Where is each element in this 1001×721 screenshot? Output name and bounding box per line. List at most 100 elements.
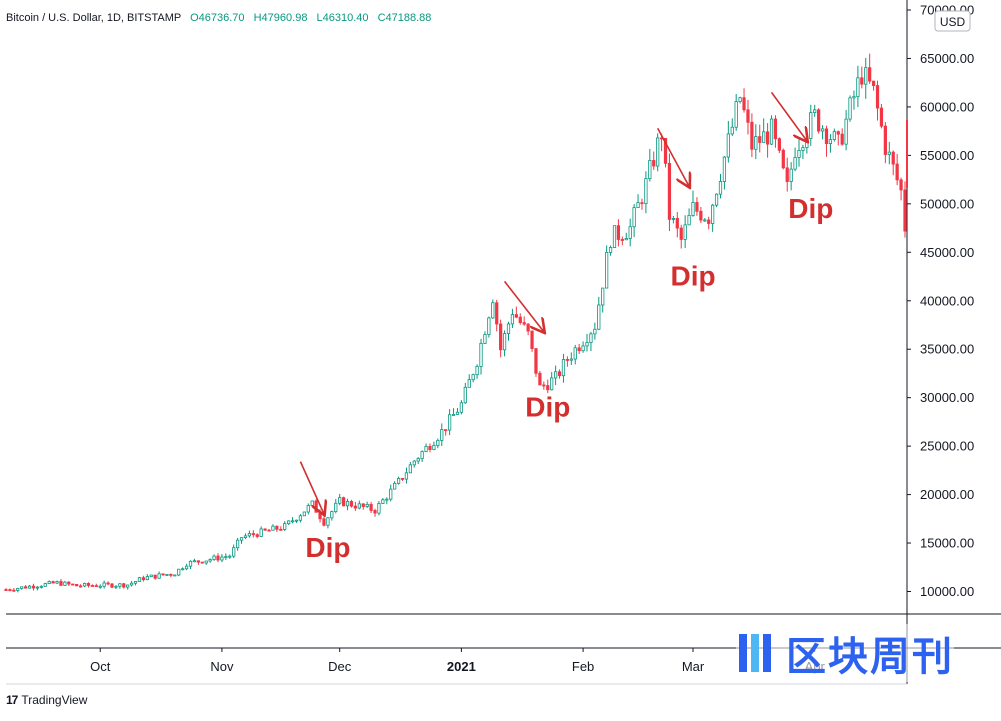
candle-body	[514, 314, 518, 318]
x-tick-label: 2021	[447, 659, 476, 674]
candle-body	[35, 586, 40, 589]
candle-body	[357, 503, 361, 509]
candle-body	[59, 581, 63, 586]
candle-body	[436, 440, 440, 446]
candle-body	[663, 137, 668, 164]
candle-body	[612, 225, 617, 248]
close-value: C47188.88	[377, 12, 432, 24]
high-value: H47960.98	[253, 12, 308, 24]
candle-body	[730, 126, 734, 135]
y-tick-label: 50000.00	[920, 196, 974, 211]
candle-body	[471, 374, 475, 381]
candle-body	[746, 109, 750, 123]
candle-body	[648, 160, 652, 179]
candle-body	[589, 333, 593, 343]
candle-body	[338, 497, 342, 504]
tradingview-logo[interactable]: 17 TradingView	[6, 693, 87, 707]
dip-arrow	[656, 127, 689, 186]
candle-body	[836, 131, 840, 135]
candle-body	[118, 583, 122, 587]
candle-body	[852, 96, 856, 99]
candle-body	[628, 226, 632, 239]
dip-arrow	[503, 280, 544, 331]
open-value: O46736.70	[190, 12, 245, 24]
candle-body	[165, 573, 169, 576]
candle-body	[432, 445, 436, 450]
low-value: L46310.40	[316, 12, 369, 24]
y-tick-label: 30000.00	[920, 390, 974, 405]
candle-body	[451, 414, 456, 416]
candle-body	[463, 386, 467, 404]
candle-body	[373, 510, 377, 514]
candle-body	[302, 511, 306, 517]
x-tick-label: Oct	[90, 659, 111, 674]
candle-body	[742, 97, 746, 111]
candle-body	[860, 77, 864, 85]
candle-body	[467, 379, 471, 388]
candle-body	[106, 582, 110, 585]
candle-body	[75, 583, 79, 587]
candle-body	[817, 109, 821, 132]
candle-body	[416, 458, 420, 462]
watermark: 区块周刊	[736, 624, 954, 682]
candle-body	[396, 477, 401, 484]
candle-body	[899, 179, 903, 191]
candle-body	[797, 150, 801, 158]
candle-body	[581, 345, 585, 352]
currency-badge-label: USD	[940, 15, 966, 29]
candle-body	[534, 348, 538, 374]
candle-body	[420, 451, 424, 459]
candle-body	[393, 482, 397, 490]
candle-body	[891, 151, 895, 165]
candle-body	[51, 581, 55, 584]
candle-body	[652, 160, 656, 167]
candle-body	[868, 67, 872, 82]
candle-body	[412, 460, 416, 466]
candle-body	[671, 218, 675, 220]
candle-body	[318, 511, 322, 520]
candle-body	[608, 247, 613, 253]
candle-body	[848, 97, 852, 120]
candle-body	[781, 149, 785, 169]
candle-body	[714, 193, 719, 206]
candle-body	[212, 555, 216, 560]
candle-body	[440, 429, 444, 441]
candle-body	[813, 109, 817, 113]
candle-body	[236, 539, 240, 549]
candle-body	[314, 500, 318, 513]
candle-body	[169, 573, 173, 576]
symbol-label: Bitcoin / U.S. Dollar, 1D, BITSTAMP	[6, 12, 182, 24]
candle-body	[687, 215, 691, 226]
candle-body	[765, 131, 770, 145]
candle-body	[98, 585, 102, 588]
candle-body	[585, 342, 589, 347]
candle-body	[204, 560, 208, 564]
candle-body	[644, 178, 648, 204]
candle-body	[824, 128, 829, 144]
candle-body	[137, 577, 142, 582]
tradingview-label: TradingView	[21, 693, 88, 707]
candle-body	[738, 97, 742, 103]
y-tick-label: 25000.00	[920, 439, 974, 454]
candle-body	[895, 163, 899, 181]
candle-body	[102, 582, 106, 587]
candle-body	[177, 568, 181, 576]
candle-body	[875, 85, 880, 109]
candle-body	[298, 515, 303, 521]
candle-body	[632, 207, 636, 228]
candle-body	[200, 561, 204, 564]
candle-body	[216, 555, 220, 561]
candle-body	[20, 586, 24, 589]
candle-body	[400, 477, 405, 480]
candle-body	[90, 585, 94, 587]
candle-body	[94, 585, 98, 588]
candle-body	[86, 583, 91, 586]
candle-body	[263, 528, 267, 531]
candle-body	[404, 472, 409, 480]
candle-body	[640, 202, 644, 205]
candle-body	[636, 202, 640, 209]
candle-body	[691, 202, 695, 216]
candle-body	[247, 533, 252, 537]
x-tick-label: Feb	[572, 659, 594, 674]
